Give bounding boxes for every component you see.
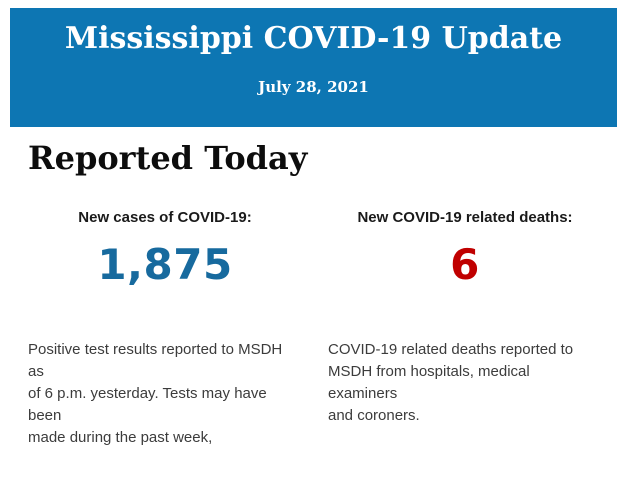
header-banner: Mississippi COVID-19 Update July 28, 202… <box>10 8 617 127</box>
new-deaths-description: COVID-19 related deaths reported to MSDH… <box>328 341 574 424</box>
new-deaths-value: 6 <box>450 240 480 289</box>
new-cases-description: Positive test results reported to MSDH a… <box>28 341 283 446</box>
page-title: Mississippi COVID-19 Update <box>64 21 563 56</box>
new-cases-value: 1,875 <box>97 240 233 289</box>
report-date: July 28, 2021 <box>258 78 369 96</box>
stats-grid: New cases of COVID-19: 1,875 Positive te… <box>28 209 602 449</box>
stat-new-cases: New cases of COVID-19: 1,875 Positive te… <box>28 209 302 449</box>
main-content: Reported Today New cases of COVID-19: 1,… <box>0 127 620 449</box>
new-cases-label: New cases of COVID-19: <box>78 209 252 226</box>
section-heading: Reported Today <box>28 139 308 177</box>
stat-new-deaths: New COVID-19 related deaths: 6 COVID-19 … <box>328 209 602 449</box>
new-deaths-label: New COVID-19 related deaths: <box>357 209 573 226</box>
